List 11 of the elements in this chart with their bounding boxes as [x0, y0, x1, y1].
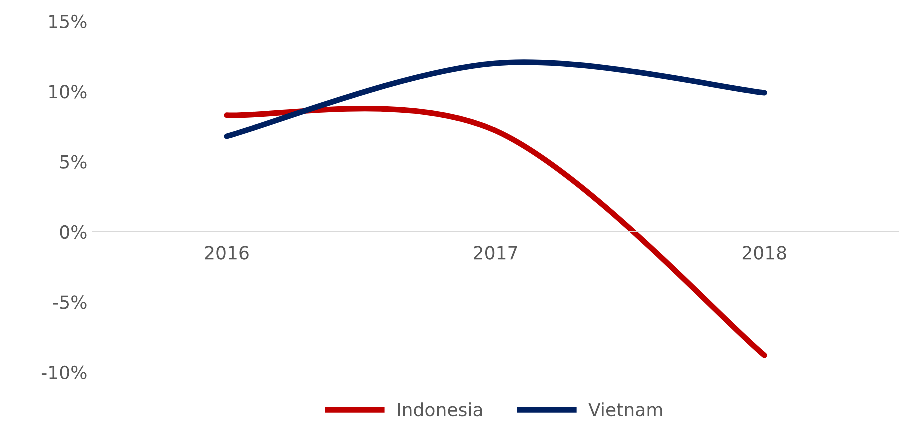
legend-label: Vietnam: [588, 402, 662, 417]
y-tick-label: 0%: [60, 225, 87, 240]
y-tick-label: 10%: [50, 85, 87, 99]
x-tick-label: 2016: [205, 246, 249, 260]
y-tick-label: -10%: [42, 366, 87, 380]
y-tick-label: -5%: [53, 296, 87, 310]
y-tick-label: 5%: [60, 155, 87, 169]
x-tick-label: 2017: [474, 246, 518, 260]
x-tick-label: 2018: [742, 246, 786, 260]
legend-label: Indonesia: [398, 402, 482, 417]
y-tick-label: 15%: [50, 14, 87, 29]
